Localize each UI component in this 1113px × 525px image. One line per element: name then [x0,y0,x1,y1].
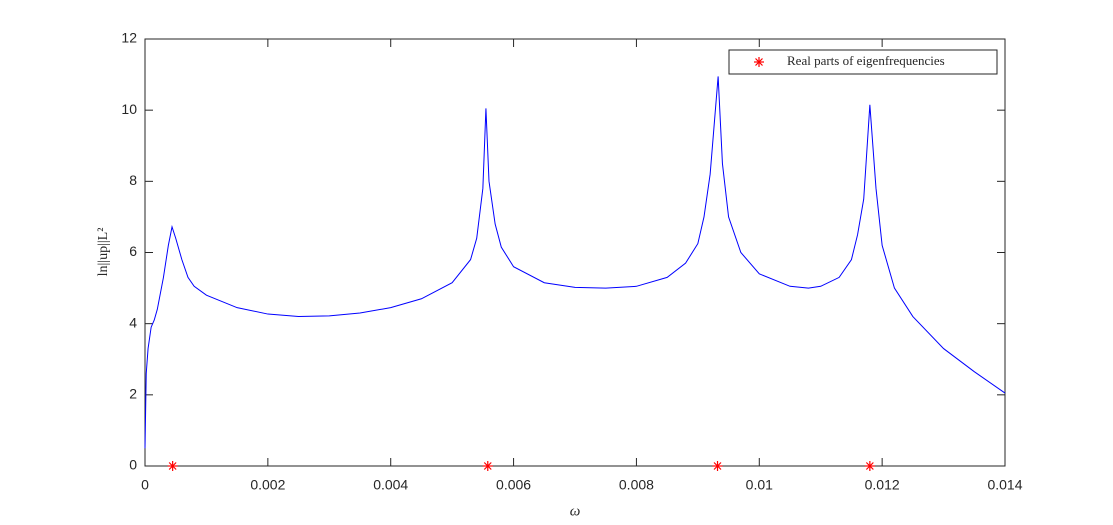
x-tick-label: 0.008 [619,477,654,493]
x-tick-label: 0 [141,477,149,493]
y-tick-label: 6 [129,243,137,259]
plot-area [144,38,1006,467]
y-tick-label: 4 [129,314,137,330]
marker [864,461,875,471]
marker-stroke [168,462,177,470]
x-tick-label: 0.006 [496,477,531,493]
y-tick-label: 0 [129,457,137,473]
y-tick-label: 12 [121,30,137,46]
marker [167,461,178,471]
x-tick-label: 0.014 [987,477,1022,493]
marker-stroke [865,462,874,470]
marker [754,57,764,67]
x-tick-label: 0.01 [746,477,773,493]
y-tick-label: 10 [121,101,137,117]
y-axis-label: ln||up||L² [96,228,111,277]
marker [482,461,493,471]
marker [712,461,723,471]
legend-label: Real parts of eigenfrequencies [787,53,945,68]
x-tick-label: 0.012 [865,477,900,493]
x-tick-label: 0.004 [373,477,408,493]
x-axis-label: ω [570,503,581,519]
y-tick-label: 8 [129,172,137,188]
marker-stroke [755,58,763,66]
x-tick-label: 0.002 [250,477,285,493]
legend-box [728,49,998,75]
marker-stroke [483,462,492,470]
marker-stroke [713,462,722,470]
y-tick-label: 2 [129,386,137,402]
data-line [144,76,1006,449]
